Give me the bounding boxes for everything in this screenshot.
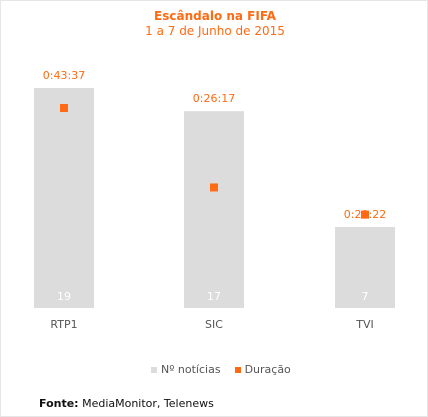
chart-subtitle: 1 a 7 de Junho de 2015 <box>145 24 285 38</box>
x-tick-label-rtp1: RTP1 <box>50 318 77 331</box>
duration-label-rtp1: 0:43:37 <box>43 69 85 82</box>
duration-label-tvi: 0:20:22 <box>344 208 386 221</box>
chart-legend: Nº notícias Duração <box>151 363 291 376</box>
legend-label-noticias: Nº notícias <box>161 363 221 376</box>
legend-item-noticias[interactable]: Nº notícias <box>151 363 221 376</box>
bar-value-label-sic: 17 <box>207 290 221 303</box>
source-label: Fonte: <box>39 397 79 410</box>
bar-rtp1[interactable] <box>34 88 94 308</box>
legend-item-duracao[interactable]: Duração <box>234 363 291 376</box>
duration-marker-rtp1[interactable] <box>60 104 68 112</box>
bar-value-label-rtp1: 19 <box>57 290 71 303</box>
source-note: Fonte: MediaMonitor, Telenews <box>39 397 214 410</box>
bar-sic[interactable] <box>184 111 244 308</box>
legend-swatch-duracao <box>234 366 241 373</box>
chart-title: Escândalo na FIFA <box>154 9 276 23</box>
x-tick-label-sic: SIC <box>205 318 223 331</box>
duration-marker-tvi[interactable] <box>361 210 369 219</box>
duration-marker-sic[interactable] <box>210 183 218 192</box>
x-tick-label-tvi: TVI <box>355 318 374 331</box>
legend-label-duracao: Duração <box>244 363 291 376</box>
bar-tvi[interactable] <box>335 226 395 308</box>
duration-label-sic: 0:26:17 <box>193 92 235 105</box>
legend-swatch-noticias <box>151 366 157 373</box>
chart-plot: 19 0:43:37 RTP1 17 0:26:17 SIC 7 0:20:22 TVI <box>34 69 395 331</box>
source-text: MediaMonitor, Telenews <box>82 397 214 410</box>
bar-value-label-tvi: 7 <box>362 290 369 303</box>
